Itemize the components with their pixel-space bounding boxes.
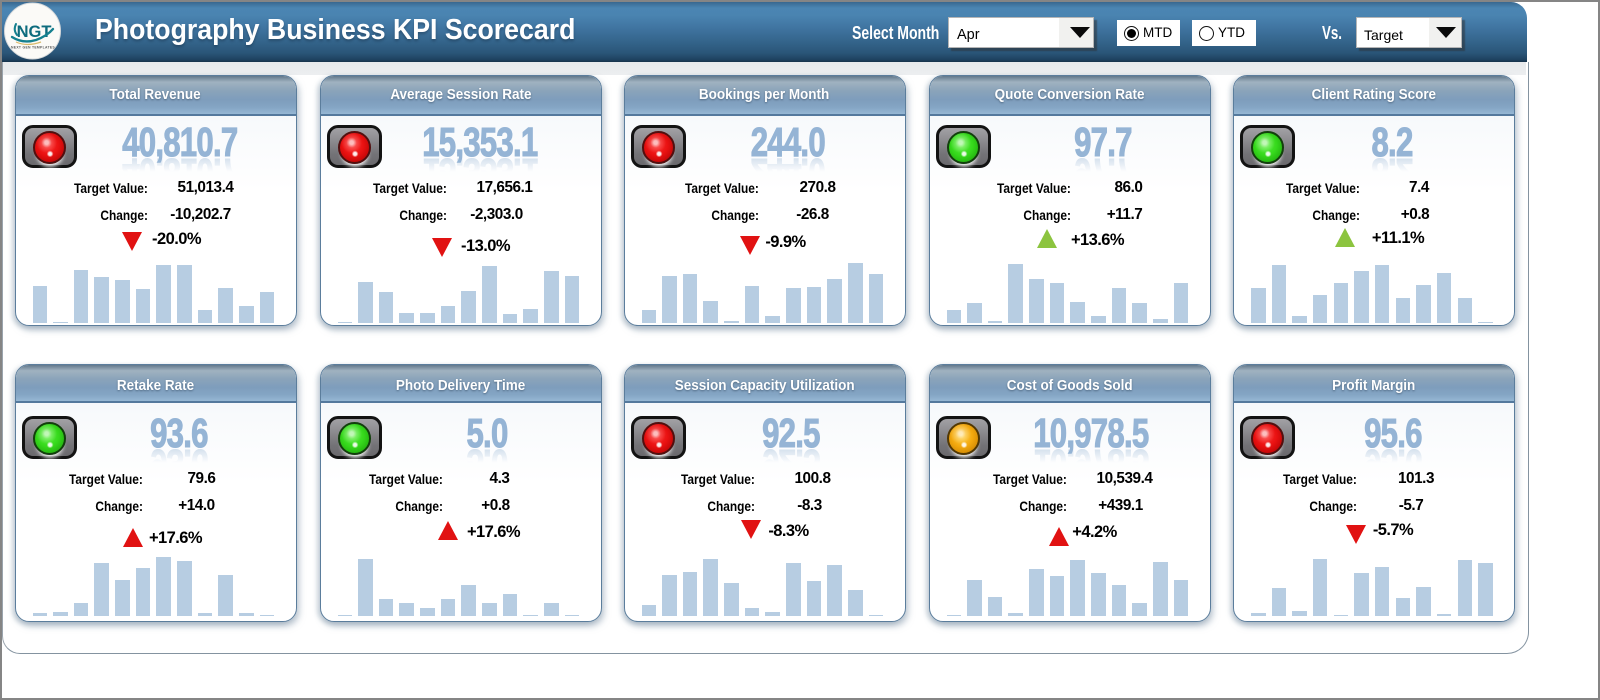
- svg-text:NGT: NGT: [17, 23, 52, 41]
- svg-text:NEXT GEN TEMPLATES: NEXT GEN TEMPLATES: [11, 46, 55, 50]
